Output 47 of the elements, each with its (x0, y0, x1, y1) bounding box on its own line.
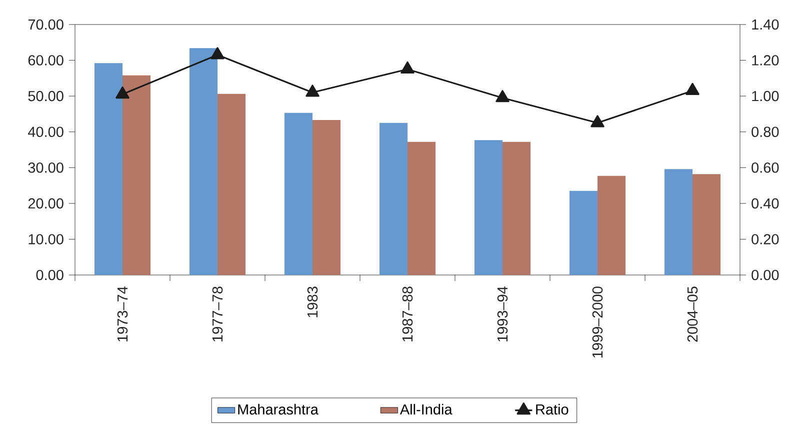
bar (122, 75, 150, 275)
point (400, 61, 414, 74)
x-tick-label: 1983 (307, 286, 318, 318)
x-tick-label: 2004–05 (687, 286, 698, 342)
bar (312, 120, 341, 275)
y-tick-label: 50.00 (28, 90, 64, 102)
legend-label: Ratio (536, 404, 568, 415)
legend-label: All-India (400, 404, 452, 415)
y-tick-label: 30.00 (28, 162, 64, 173)
y2-tick-label: 1.20 (752, 55, 779, 66)
legend-label: Maharashtra (238, 404, 318, 415)
y2-tick-label: 0.80 (752, 126, 779, 137)
bar (598, 176, 626, 275)
y2-tick-label: 0.20 (752, 234, 779, 244)
point (210, 47, 224, 60)
y-tick-label: 20.00 (28, 198, 64, 209)
y-tick-label: 70.00 (28, 19, 64, 30)
bar (664, 169, 693, 275)
x-tick-label: 1987–88 (402, 286, 413, 342)
y2-tick-label: 1.00 (752, 90, 779, 102)
bar (94, 63, 122, 275)
bar (692, 174, 721, 275)
y-tick-label: 0.00 (36, 270, 64, 280)
bar (474, 140, 503, 275)
y2-tick-label: 1.40 (752, 19, 779, 30)
x-tick-label: 1977–78 (212, 286, 223, 342)
x-tick-label: 1999–2000 (592, 286, 603, 358)
bar (380, 122, 408, 275)
y-tick-label: 40.00 (28, 126, 64, 137)
x-tick-label: 1973–74 (117, 286, 128, 342)
x-tick-label: 1993–94 (497, 286, 508, 342)
bar (284, 112, 313, 275)
point (686, 82, 700, 96)
bar (190, 48, 218, 275)
bar (502, 142, 531, 275)
y-tick-label: 60.00 (28, 55, 64, 66)
point (306, 84, 320, 97)
bar (570, 190, 598, 275)
point (496, 90, 510, 102)
bar (408, 142, 436, 275)
y2-tick-label: 0.40 (752, 198, 779, 209)
point (116, 86, 130, 99)
y-tick-label: 10.00 (28, 234, 64, 244)
y2-tick-label: 0.60 (752, 162, 779, 173)
y2-tick-label: 0.00 (752, 270, 779, 280)
point (590, 115, 604, 128)
bar (218, 94, 246, 275)
